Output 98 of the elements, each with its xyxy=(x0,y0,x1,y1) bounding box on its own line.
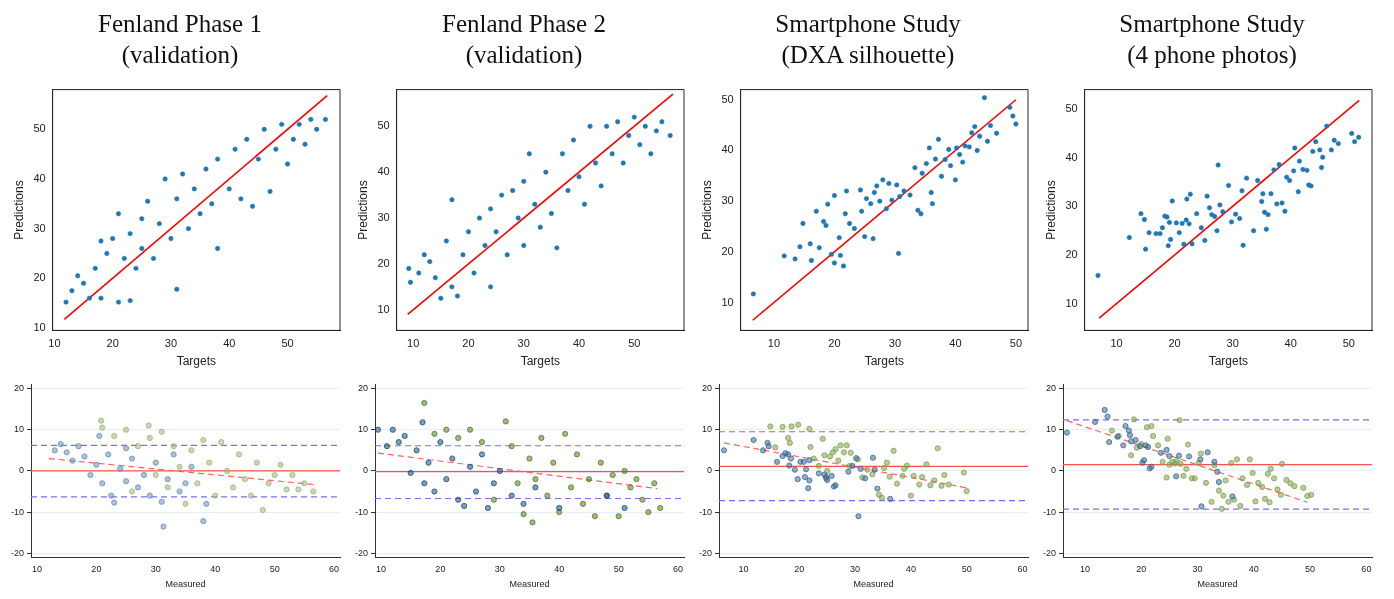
x-tick-label: 30 xyxy=(494,564,505,575)
y-tick-label: 20 xyxy=(357,383,369,393)
y-tick-label: 20 xyxy=(1045,383,1057,393)
x-axis-title: Measured xyxy=(1197,579,1238,590)
x-tick-label: 50 xyxy=(961,564,972,575)
x-tick-label: 60 xyxy=(329,564,340,575)
y-tick-label: 20 xyxy=(721,244,734,257)
x-tick-label: 20 xyxy=(1168,337,1181,350)
x-tick-label: 50 xyxy=(281,337,294,350)
x-tick-label: 50 xyxy=(1305,564,1316,575)
x-tick-label: 60 xyxy=(1361,564,1372,575)
y-tick-label: 30 xyxy=(721,194,734,207)
x-tick-label: 40 xyxy=(572,337,586,350)
x-tick-label: 30 xyxy=(850,564,861,575)
y-axis-title: Predictions xyxy=(1043,180,1058,240)
y-tick-label: 10 xyxy=(721,295,734,308)
y-tick-label: 30 xyxy=(1065,199,1078,212)
x-axis-title: Targets xyxy=(520,354,560,369)
y-tick-label: 20 xyxy=(701,383,713,393)
y-tick-label: -20 xyxy=(10,547,25,558)
y-tick-label: 50 xyxy=(1065,102,1078,115)
x-tick-label: 50 xyxy=(269,564,280,575)
y-axis-title: Predictions xyxy=(355,180,370,240)
y-tick-label: 20 xyxy=(33,271,46,284)
x-tick-label: 50 xyxy=(1342,337,1355,350)
x-tick-label: 40 xyxy=(1284,337,1297,350)
x-tick-label: 20 xyxy=(1136,564,1147,575)
y-tick-label: 10 xyxy=(1045,424,1057,435)
y-tick-label: 30 xyxy=(33,221,46,234)
y-tick-label: -20 xyxy=(698,547,713,558)
x-tick-label: 40 xyxy=(905,564,916,575)
chart-title: Fenland Phase 2 (validation) xyxy=(441,9,607,70)
x-axis-title: Targets xyxy=(1208,354,1248,369)
x-axis-title: Measured xyxy=(165,579,206,590)
x-tick-label: 30 xyxy=(164,337,178,350)
x-tick-label: 20 xyxy=(794,564,805,575)
x-tick-label: 20 xyxy=(91,564,102,575)
y-tick-label: -10 xyxy=(698,506,713,517)
x-tick-label: 30 xyxy=(888,337,902,350)
y-axis-title: Predictions xyxy=(11,180,26,240)
x-tick-label: 40 xyxy=(223,337,236,350)
y-tick-label: 30 xyxy=(377,211,390,224)
y-tick-label: 0 xyxy=(1050,465,1057,476)
y-tick-label: 20 xyxy=(1065,248,1078,261)
x-tick-label: 10 xyxy=(407,337,420,350)
x-tick-label: 40 xyxy=(210,564,221,575)
x-tick-label: 30 xyxy=(150,564,161,575)
x-tick-label: 30 xyxy=(1226,337,1239,350)
y-tick-label: -20 xyxy=(354,547,369,558)
y-tick-label: 50 xyxy=(377,119,390,132)
x-tick-label: 60 xyxy=(673,564,684,575)
x-axis-title: Targets xyxy=(176,354,216,369)
x-tick-label: 50 xyxy=(1009,337,1023,350)
chart-title: Fenland Phase 1 (validation) xyxy=(97,9,263,70)
x-tick-label: 30 xyxy=(1192,564,1203,575)
y-tick-label: 50 xyxy=(721,92,734,105)
y-tick-label: 10 xyxy=(33,320,46,333)
y-tick-label: 40 xyxy=(377,165,390,178)
y-tick-label: 40 xyxy=(33,172,46,184)
y-axis-title: Predictions xyxy=(699,180,714,240)
x-tick-label: 20 xyxy=(828,337,841,350)
y-tick-label: 10 xyxy=(1065,296,1078,309)
y-tick-label: 20 xyxy=(13,383,25,393)
y-tick-label: 0 xyxy=(706,465,713,476)
y-tick-label: 20 xyxy=(377,256,390,269)
x-tick-label: 10 xyxy=(48,337,61,350)
y-tick-label: 0 xyxy=(18,465,25,476)
x-axis-title: Targets xyxy=(864,354,904,369)
y-tick-label: -20 xyxy=(1042,547,1057,558)
chart-title: Smartphone Study (DXA silhouette) xyxy=(774,9,962,71)
x-tick-label: 10 xyxy=(1079,564,1090,575)
x-tick-label: 60 xyxy=(1017,564,1028,575)
x-tick-label: 20 xyxy=(106,337,119,350)
y-tick-label: 10 xyxy=(13,424,25,435)
y-tick-label: -10 xyxy=(1042,506,1057,517)
x-tick-label: 30 xyxy=(517,337,530,350)
y-tick-label: 50 xyxy=(33,122,46,135)
y-tick-label: 0 xyxy=(362,465,369,476)
x-axis-title: Measured xyxy=(853,579,894,590)
x-tick-label: 10 xyxy=(1110,337,1123,350)
x-tick-label: 10 xyxy=(738,564,749,575)
x-tick-label: 40 xyxy=(1248,564,1259,575)
x-axis-title: Measured xyxy=(509,579,550,590)
x-tick-label: 50 xyxy=(628,337,641,350)
y-tick-label: 10 xyxy=(377,302,390,315)
y-tick-label: -10 xyxy=(354,506,369,517)
y-tick-label: 40 xyxy=(721,143,734,156)
x-tick-label: 10 xyxy=(767,337,781,350)
y-tick-label: -10 xyxy=(10,506,25,517)
x-tick-label: 20 xyxy=(435,564,446,575)
x-tick-label: 20 xyxy=(462,337,475,350)
x-tick-label: 40 xyxy=(554,564,565,575)
chart-title: Smartphone Study (4 phone photos) xyxy=(1118,9,1306,71)
x-tick-label: 50 xyxy=(613,564,624,575)
y-tick-label: 40 xyxy=(1065,150,1078,163)
x-tick-label: 40 xyxy=(949,337,962,350)
y-tick-label: 10 xyxy=(357,424,369,435)
y-tick-label: 10 xyxy=(701,424,713,435)
